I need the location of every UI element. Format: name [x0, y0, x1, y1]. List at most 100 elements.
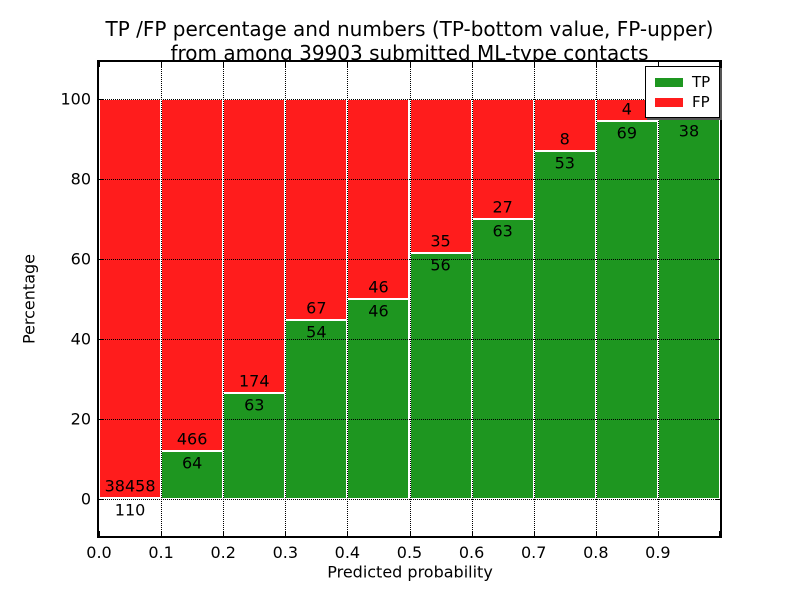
y-axis-label: Percentage	[19, 253, 39, 345]
x-tick-label: 0.7	[520, 543, 547, 562]
gridline-vertical	[347, 62, 349, 536]
gridline-vertical	[285, 62, 287, 536]
fp-bar-segment	[533, 99, 596, 152]
gridline-vertical	[595, 62, 597, 536]
tp-count-label: 110	[114, 500, 146, 520]
tp-count-label: 54	[306, 322, 327, 342]
fp-bar-segment	[409, 99, 472, 253]
x-tick-mark-top	[161, 62, 163, 67]
gridline-vertical	[471, 62, 473, 536]
tp-count-label: 63	[492, 221, 513, 241]
x-tick-mark	[595, 531, 597, 536]
legend: TP FP	[645, 66, 721, 118]
gridline-horizontal	[99, 259, 720, 260]
x-tick-mark-top	[285, 62, 287, 67]
x-tick-mark-top	[409, 62, 411, 67]
y-tick-mark	[99, 339, 104, 340]
x-tick-label: 0.0	[86, 543, 112, 562]
y-tick-label: 0	[80, 489, 91, 509]
x-tick-mark	[99, 531, 100, 536]
y-tick-mark-right	[715, 419, 720, 420]
fp-count-label: 466	[176, 429, 208, 449]
fp-bar-segment	[99, 99, 162, 498]
gridline-horizontal	[99, 339, 720, 340]
legend-entry-fp: FP	[655, 92, 710, 112]
fp-bar-segment	[471, 99, 534, 219]
x-tick-mark	[223, 531, 225, 536]
x-tick-mark	[533, 531, 535, 536]
x-tick-label: 0.8	[583, 543, 609, 562]
y-tick-label: 80	[70, 169, 91, 189]
x-tick-mark-top	[471, 62, 473, 67]
legend-label-tp: TP	[692, 72, 711, 91]
x-tick-mark-top	[533, 62, 535, 67]
x-tick-mark-top	[657, 62, 659, 67]
x-tick-mark	[161, 531, 163, 536]
legend-swatch-tp	[655, 77, 683, 87]
fp-bar-segment	[223, 99, 286, 393]
y-tick-mark	[99, 499, 104, 500]
y-tick-mark-right	[715, 179, 720, 180]
tp-bar-segment	[657, 119, 720, 499]
gridline-horizontal	[99, 419, 720, 420]
x-tick-label: 0.9	[645, 543, 671, 562]
x-tick-mark	[347, 531, 349, 536]
tp-bar-segment	[533, 151, 596, 499]
legend-swatch-fp	[655, 97, 683, 107]
x-tick-label: 0.3	[272, 543, 299, 562]
x-tick-label: 0.2	[210, 543, 236, 562]
gridline-vertical	[533, 62, 535, 536]
gridline-horizontal	[99, 99, 720, 100]
chart-title-line2: from among 39903 submitted ML-type conta…	[170, 41, 649, 65]
x-tick-mark	[471, 531, 473, 536]
x-tick-mark	[409, 531, 411, 536]
y-tick-label: 60	[70, 249, 91, 269]
x-tick-mark-top	[347, 62, 349, 67]
gridline-vertical	[223, 62, 225, 536]
tp-count-label: 64	[181, 453, 203, 473]
fp-count-label: 35	[430, 231, 451, 251]
tp-bar-segment	[595, 120, 658, 499]
x-tick-label: 0.1	[148, 543, 174, 562]
fp-count-label: 38458	[104, 476, 156, 496]
tp-bar-segment	[409, 252, 472, 499]
tp-bar-segment	[471, 219, 534, 499]
y-tick-mark-right	[715, 259, 720, 260]
gridline-horizontal	[99, 499, 720, 500]
fp-count-label: 46	[368, 277, 389, 297]
x-tick-label: 0.5	[396, 543, 423, 562]
tp-bar-segment	[161, 450, 224, 499]
fp-count-label: 67	[306, 298, 327, 318]
x-axis-label: Predicted probability	[327, 562, 493, 582]
x-tick-mark	[719, 531, 720, 536]
legend-label-fp: FP	[692, 92, 710, 111]
gridline-vertical	[161, 62, 163, 536]
chart-title-line1: TP /FP percentage and numbers (TP-bottom…	[105, 17, 714, 41]
legend-entry-tp: TP	[655, 72, 710, 92]
gridline-horizontal	[99, 179, 720, 180]
fp-bar-segment	[285, 99, 348, 321]
tp-count-label: 69	[616, 123, 638, 143]
y-tick-label: 40	[70, 329, 91, 349]
fp-count-label: 8	[559, 129, 570, 149]
x-tick-mark-top	[99, 62, 100, 67]
tp-count-label: 38	[678, 121, 700, 141]
tp-count-label: 46	[368, 301, 389, 321]
tp-count-label: 53	[554, 153, 575, 173]
x-tick-mark-top	[719, 62, 720, 67]
gridline-vertical	[657, 62, 659, 536]
y-tick-mark	[99, 419, 104, 420]
x-tick-mark-top	[223, 62, 225, 67]
fp-count-label: 174	[238, 371, 270, 391]
tp-bar-segment	[347, 299, 410, 499]
x-tick-label: 0.6	[458, 543, 485, 562]
y-tick-label: 20	[70, 409, 91, 429]
fp-count-label: 27	[492, 197, 513, 217]
gridline-vertical	[409, 62, 411, 536]
y-tick-mark-right	[715, 339, 720, 340]
y-tick-mark	[99, 99, 104, 100]
y-tick-mark	[99, 179, 104, 180]
fp-bar-segment	[347, 99, 410, 299]
y-tick-mark-right	[715, 499, 720, 500]
